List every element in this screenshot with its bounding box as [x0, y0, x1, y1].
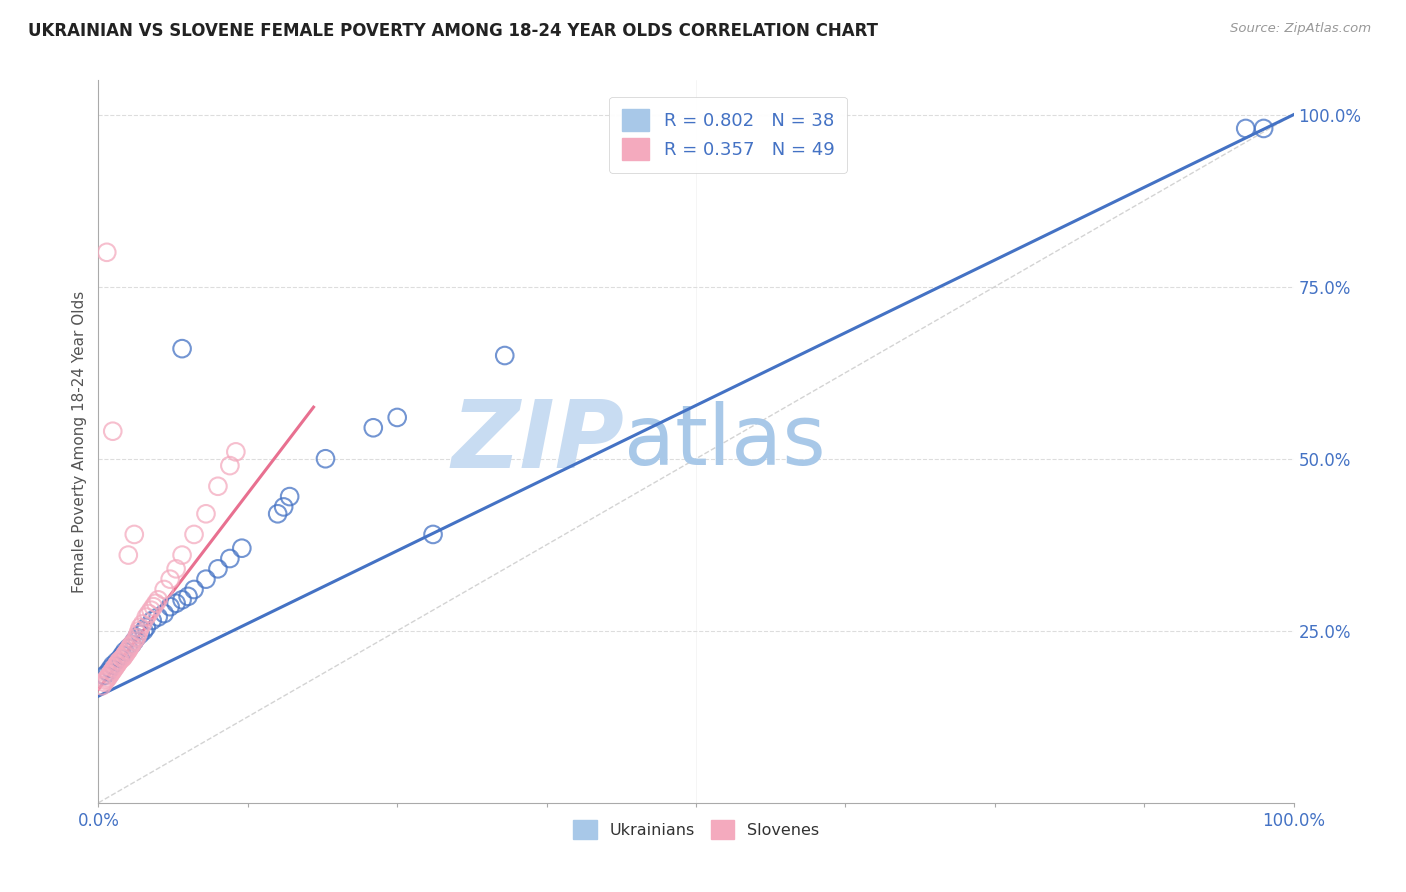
Point: [125, 631, 148, 645]
Point: [148, 610, 170, 624]
Point: [128, 624, 150, 638]
Point: [207, 562, 229, 576]
Point: [145, 596, 167, 610]
Point: [114, 644, 136, 658]
Point: [101, 658, 124, 673]
Point: [108, 651, 131, 665]
Point: [104, 660, 127, 674]
Point: [172, 548, 194, 562]
Point: [124, 527, 146, 541]
Point: [219, 551, 242, 566]
Point: [124, 634, 146, 648]
Point: [225, 445, 247, 459]
Point: [97, 671, 120, 685]
Point: [142, 599, 165, 614]
Point: [121, 638, 143, 652]
Point: [172, 342, 194, 356]
Point: [127, 627, 149, 641]
Point: [91, 679, 114, 693]
Point: [96, 672, 118, 686]
Point: [1253, 121, 1275, 136]
Point: [131, 616, 153, 631]
Point: [112, 649, 135, 664]
Point: [98, 668, 121, 682]
Point: [111, 651, 134, 665]
Text: atlas: atlas: [624, 401, 825, 482]
Point: [141, 614, 163, 628]
Point: [363, 421, 385, 435]
Point: [219, 458, 242, 473]
Point: [422, 527, 444, 541]
Point: [105, 658, 128, 673]
Point: [121, 638, 143, 652]
Point: [315, 451, 337, 466]
Point: [183, 527, 205, 541]
Point: [494, 349, 516, 363]
Point: [153, 607, 176, 621]
Point: [115, 644, 138, 658]
Point: [172, 592, 194, 607]
Point: [111, 648, 134, 662]
Text: UKRAINIAN VS SLOVENE FEMALE POVERTY AMONG 18-24 YEAR OLDS CORRELATION CHART: UKRAINIAN VS SLOVENE FEMALE POVERTY AMON…: [28, 22, 879, 40]
Point: [117, 548, 139, 562]
Point: [103, 662, 125, 676]
Point: [101, 424, 124, 438]
Point: [135, 620, 157, 634]
Point: [207, 479, 229, 493]
Point: [165, 562, 187, 576]
Point: [96, 245, 118, 260]
Point: [101, 664, 124, 678]
Point: [117, 643, 139, 657]
Point: [278, 490, 301, 504]
Point: [98, 667, 122, 681]
Point: [183, 582, 205, 597]
Point: [385, 410, 409, 425]
Point: [108, 653, 131, 667]
Point: [98, 662, 122, 676]
Point: [97, 665, 120, 679]
Point: [135, 610, 157, 624]
Point: [107, 657, 129, 671]
Point: [273, 500, 295, 514]
Point: [129, 620, 152, 634]
Point: [125, 631, 148, 645]
Point: [117, 640, 139, 655]
Point: [195, 572, 218, 586]
Point: [120, 639, 142, 653]
Point: [105, 655, 128, 669]
Point: [124, 634, 146, 648]
Point: [93, 675, 115, 690]
Point: [107, 655, 129, 669]
Point: [231, 541, 253, 556]
Y-axis label: Female Poverty Among 18-24 Year Olds: Female Poverty Among 18-24 Year Olds: [72, 291, 87, 592]
Point: [100, 665, 122, 679]
Point: [159, 572, 181, 586]
Text: Source: ZipAtlas.com: Source: ZipAtlas.com: [1230, 22, 1371, 36]
Point: [93, 668, 115, 682]
Point: [115, 647, 138, 661]
Point: [94, 673, 117, 688]
Point: [165, 596, 187, 610]
Point: [195, 507, 218, 521]
Legend: Ukrainians, Slovenes: Ukrainians, Slovenes: [567, 814, 825, 846]
Point: [177, 590, 200, 604]
Point: [1234, 121, 1257, 136]
Point: [139, 603, 162, 617]
Point: [132, 624, 155, 638]
Point: [114, 648, 136, 662]
Point: [148, 592, 170, 607]
Point: [129, 627, 152, 641]
Point: [118, 640, 141, 655]
Point: [267, 507, 290, 521]
Point: [153, 582, 176, 597]
Point: [159, 599, 181, 614]
Point: [138, 607, 160, 621]
Text: ZIP: ZIP: [451, 395, 624, 488]
